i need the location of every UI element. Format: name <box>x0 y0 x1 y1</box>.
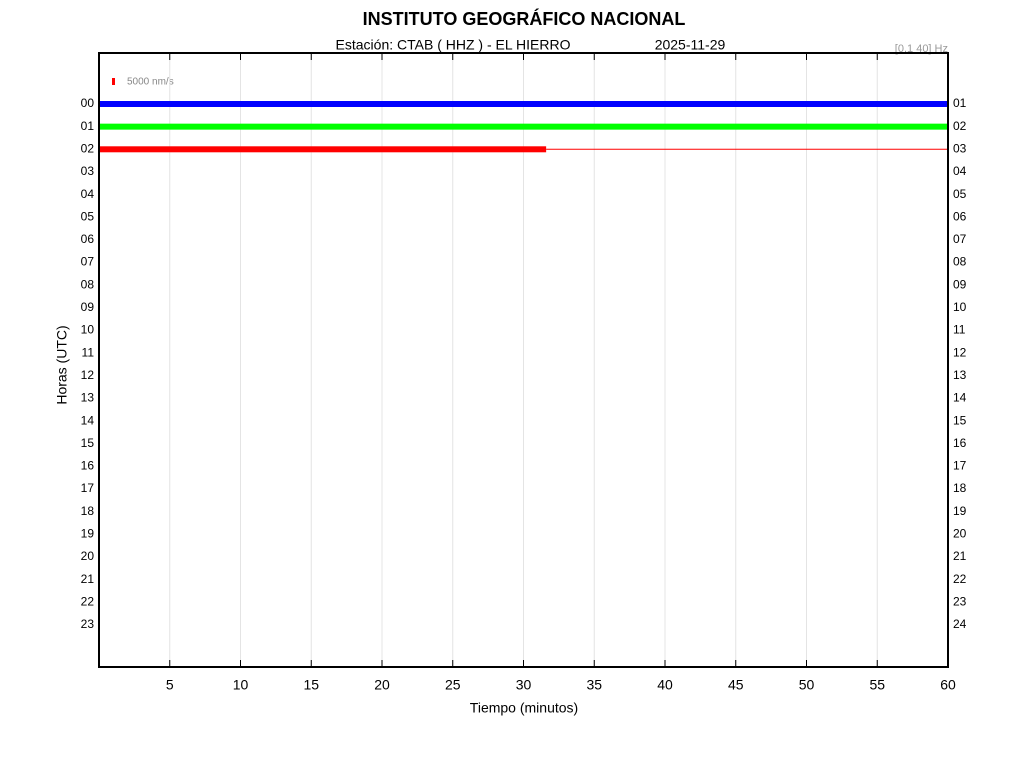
y2-tick-label: 12 <box>953 345 967 359</box>
y-tick-label: 20 <box>81 549 95 563</box>
y2-tick-label: 06 <box>953 209 967 223</box>
x-tick-label: 35 <box>586 677 602 693</box>
scale-label: 5000 nm/s <box>127 77 174 88</box>
y2-tick-label: 17 <box>953 459 967 473</box>
x-tick-label: 5 <box>166 677 174 693</box>
y-tick-label: 12 <box>81 368 95 382</box>
trace <box>99 101 948 107</box>
x-tick-label: 30 <box>516 677 532 693</box>
x-tick-label: 45 <box>728 677 744 693</box>
y2-tick-label: 24 <box>953 617 967 631</box>
y-tick-label: 13 <box>81 391 95 405</box>
y2-tick-label: 20 <box>953 527 967 541</box>
y2-tick-label: 07 <box>953 232 967 246</box>
y-tick-label: 09 <box>81 300 95 314</box>
y-tick-label: 08 <box>81 277 95 291</box>
x-tick-label: 60 <box>940 677 956 693</box>
y-tick-label: 17 <box>81 481 95 495</box>
y2-tick-label: 21 <box>953 549 967 563</box>
y-tick-label: 06 <box>81 232 95 246</box>
y2-tick-label: 01 <box>953 96 967 110</box>
y2-tick-label: 22 <box>953 572 967 586</box>
y-tick-label: 00 <box>81 96 95 110</box>
y2-tick-label: 05 <box>953 187 967 201</box>
y2-tick-label: 02 <box>953 119 967 133</box>
x-tick-label: 55 <box>869 677 885 693</box>
plot-frame <box>98 52 949 668</box>
y-tick-label: 14 <box>81 413 95 427</box>
y-tick-label: 16 <box>81 459 95 473</box>
y-tick-label: 07 <box>81 255 95 269</box>
trace <box>99 123 948 130</box>
y-tick-label: 05 <box>81 209 95 223</box>
chart-title: INSTITUTO GEOGRÁFICO NACIONAL <box>363 8 686 29</box>
y-tick-label: 18 <box>81 504 95 518</box>
y-tick-label: 11 <box>82 345 95 359</box>
y2-tick-label: 14 <box>953 391 967 405</box>
y2-tick-label: 09 <box>953 277 967 291</box>
subtitle: Estación: CTAB ( HHZ ) - EL HIERRO <box>336 37 571 53</box>
y-tick-label: 03 <box>81 164 95 178</box>
y2-tick-label: 10 <box>953 300 967 314</box>
y-tick-label: 23 <box>81 617 95 631</box>
date: 2025-11-29 <box>655 37 726 53</box>
y-axis-label: Horas (UTC) <box>54 325 70 404</box>
y2-tick-label: 15 <box>953 413 967 427</box>
scale-bar <box>112 78 115 85</box>
y-tick-label: 22 <box>81 594 95 608</box>
y-tick-label: 04 <box>81 187 95 201</box>
y-tick-label: 02 <box>81 141 95 155</box>
y2-tick-label: 19 <box>953 504 967 518</box>
y2-tick-label: 03 <box>953 141 967 155</box>
y2-tick-label: 04 <box>953 164 967 178</box>
y2-tick-label: 16 <box>953 436 967 450</box>
x-tick-label: 20 <box>374 677 390 693</box>
filter: [0.1 40] Hz <box>895 43 948 55</box>
y2-tick-label: 11 <box>953 323 966 337</box>
y-tick-label: 19 <box>81 527 95 541</box>
x-tick-label: 10 <box>233 677 249 693</box>
y-tick-label: 21 <box>81 572 95 586</box>
y2-tick-label: 08 <box>953 255 967 269</box>
y-tick-label: 15 <box>81 436 95 450</box>
y-tick-label: 10 <box>81 323 95 337</box>
y-tick-label: 01 <box>81 119 95 133</box>
x-tick-label: 15 <box>303 677 319 693</box>
y2-tick-label: 13 <box>953 368 967 382</box>
x-tick-label: 50 <box>799 677 815 693</box>
y2-tick-label: 18 <box>953 481 967 495</box>
x-axis-label: Tiempo (minutos) <box>470 700 578 716</box>
x-tick-label: 40 <box>657 677 673 693</box>
x-tick-label: 25 <box>445 677 461 693</box>
y2-tick-label: 23 <box>953 594 967 608</box>
trace <box>99 146 547 153</box>
